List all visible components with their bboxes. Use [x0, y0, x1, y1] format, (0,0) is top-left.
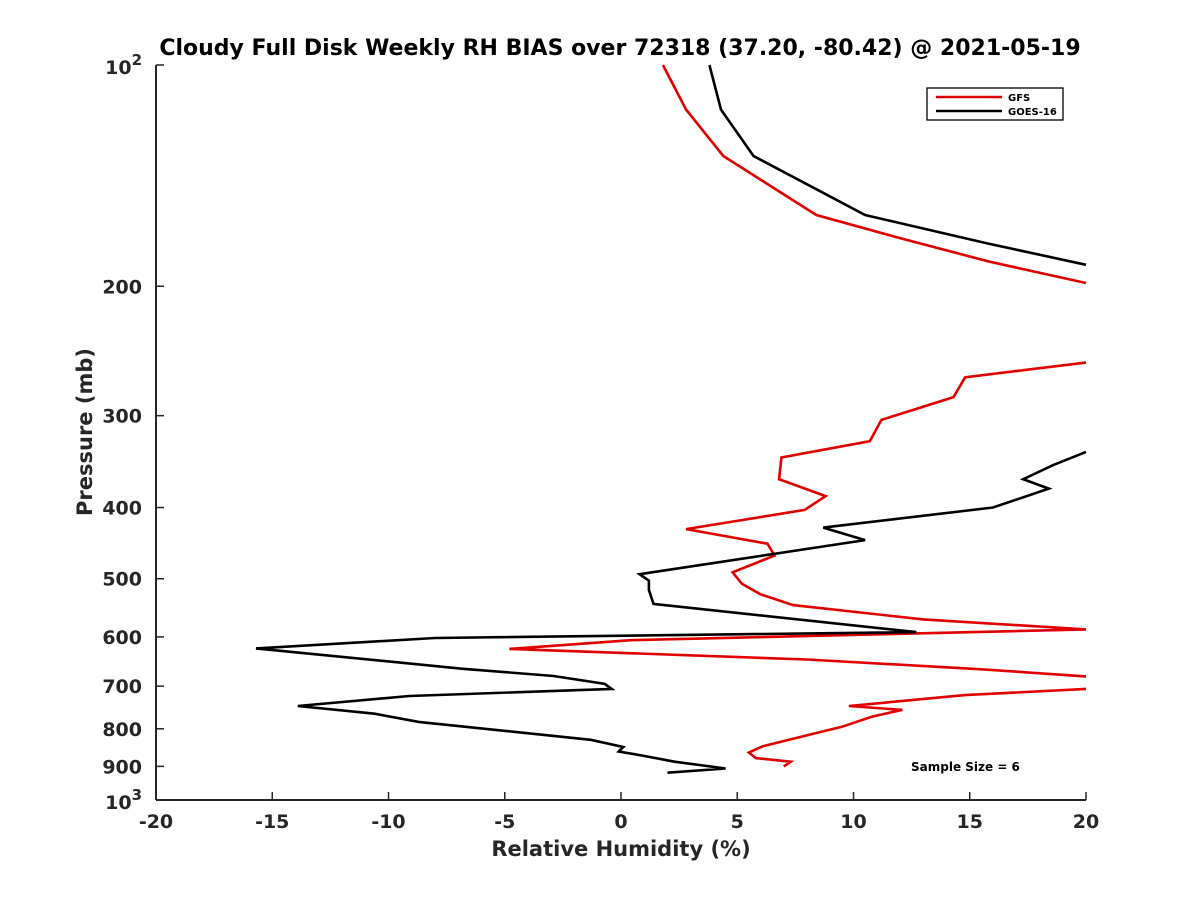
x-tick-label: -5: [494, 811, 515, 833]
series-layer: [255, 64, 1087, 774]
series-line-goes-16: [255, 64, 1087, 774]
x-tick-label: 15: [957, 811, 983, 833]
y-tick-label-bottom: 103: [105, 786, 142, 814]
legend-label-gfs: GFS: [1008, 93, 1030, 104]
plot-area: -20 -15 -10 -5 0 5 10 15 20 200 300 400 500 600 700 80…: [102, 51, 1099, 833]
legend: GFS GOES-16: [926, 87, 1064, 121]
y-tick-label: 400: [102, 498, 142, 520]
y-ticks: 200 300 400 500 600 700 800 900 102 103: [102, 51, 164, 814]
x-tick-label: -15: [255, 811, 289, 833]
y-tick-label: 500: [102, 569, 142, 591]
y-tick-label-top: 102: [105, 51, 142, 79]
y-tick-label: 800: [102, 719, 142, 741]
sample-size-annotation: Sample Size = 6: [911, 760, 1020, 774]
x-tick-label: -10: [371, 811, 405, 833]
x-tick-label: 5: [731, 811, 744, 833]
y-tick-label: 700: [102, 676, 142, 698]
legend-label-goes-16: GOES-16: [1008, 107, 1057, 118]
x-tick-label: 0: [614, 811, 627, 833]
y-tick-label: 300: [102, 406, 142, 428]
x-tick-label: 10: [840, 811, 866, 833]
y-axis-label: Pressure (mb): [73, 348, 97, 516]
x-tick-label: -20: [139, 811, 173, 833]
y-tick-label: 900: [102, 756, 142, 778]
x-ticks: -20 -15 -10 -5 0 5 10 15 20: [139, 792, 1099, 833]
chart-title: Cloudy Full Disk Weekly RH BIAS over 723…: [159, 36, 1080, 61]
y-tick-label: 600: [102, 627, 142, 649]
x-tick-label: 20: [1073, 811, 1099, 833]
y-tick-label: 200: [102, 276, 142, 298]
legend-box: [926, 87, 1064, 121]
series-line-gfs: [509, 64, 1087, 768]
x-axis-label: Relative Humidity (%): [491, 837, 750, 861]
